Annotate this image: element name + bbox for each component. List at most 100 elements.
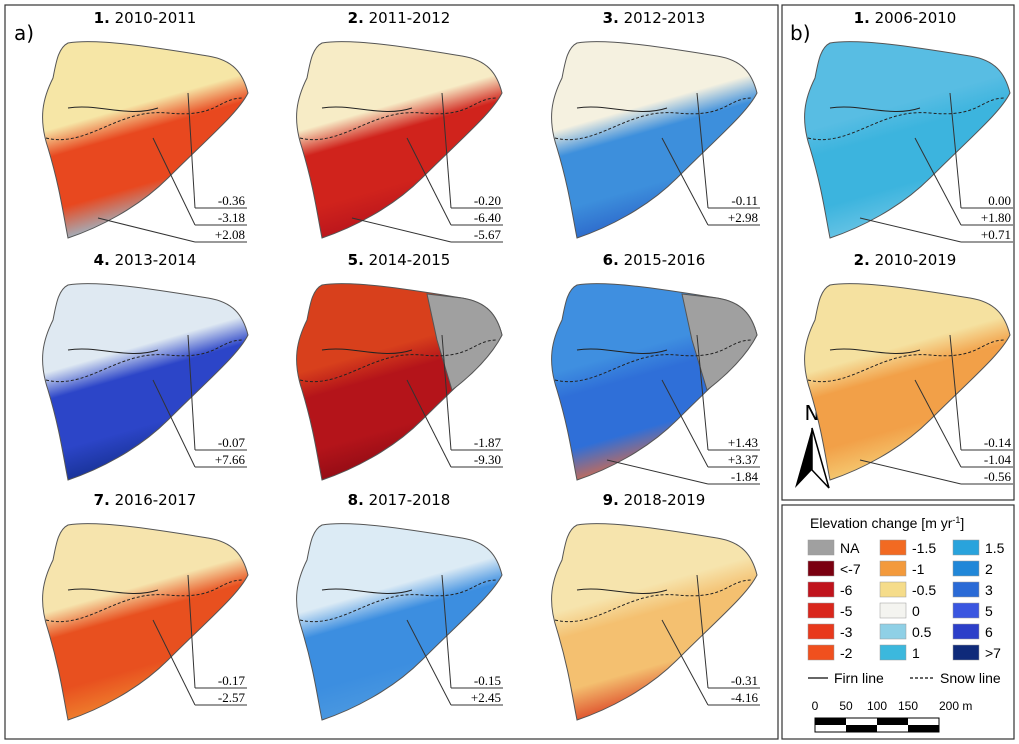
map-period: 2006-2010	[875, 9, 957, 27]
map-period: 2013-2014	[115, 251, 197, 269]
legend-title-sup: -1	[952, 515, 960, 525]
snow-line-label: Snow line	[940, 670, 1001, 686]
map-title: 8. 2017-2018	[348, 491, 451, 509]
map-period: 2017-2018	[369, 491, 451, 509]
map-title: 2. 2011-2012	[348, 9, 451, 27]
leader-line	[352, 218, 451, 242]
value-label: -2.57	[218, 690, 246, 705]
glacier	[43, 284, 248, 480]
panel-label: b)	[790, 21, 811, 45]
value-label: +1.80	[981, 210, 1011, 225]
legend-label: -2	[840, 645, 853, 661]
map-number: 6.	[603, 251, 619, 269]
legend-label: 0	[912, 603, 920, 619]
map-number: 1.	[94, 9, 110, 27]
legend-label: -1	[912, 561, 925, 577]
leader-line	[860, 460, 961, 484]
glacier	[297, 42, 502, 238]
map-number: 3.	[603, 9, 619, 27]
legend-label: -0.5	[912, 582, 936, 598]
map-title: 9. 2018-2019	[603, 491, 706, 509]
legend-label: 6	[985, 624, 993, 640]
legend-label: -1.5	[912, 540, 936, 556]
legend-swatch	[953, 540, 979, 555]
map-number: 5.	[348, 251, 364, 269]
glacier	[805, 42, 1010, 238]
glacier	[552, 42, 757, 238]
value-label: -0.11	[731, 193, 758, 208]
map-title: 5. 2014-2015	[348, 251, 451, 269]
value-label: -0.17	[218, 673, 246, 688]
value-label: 0.00	[988, 193, 1011, 208]
map-number: 4.	[94, 251, 110, 269]
legend-label: >7	[985, 645, 1001, 661]
map-title: 6. 2015-2016	[603, 251, 706, 269]
value-label: -1.87	[474, 435, 502, 450]
glacier	[43, 42, 248, 238]
legend-title-end: ]	[960, 515, 964, 531]
map-number: 2.	[348, 9, 364, 27]
legend-swatch	[880, 645, 906, 660]
map-title: 1. 2010-2011	[94, 9, 197, 27]
leader-line	[607, 460, 708, 484]
value-label: -1.04	[984, 452, 1012, 467]
map-period: 2018-2019	[624, 491, 706, 509]
value-label: -0.15	[474, 673, 501, 688]
legend-label: 5	[985, 603, 993, 619]
map-title: 4. 2013-2014	[94, 251, 197, 269]
legend-label: 1.5	[985, 540, 1005, 556]
legend-label: NA	[840, 540, 860, 556]
legend-swatch	[808, 582, 834, 597]
value-label: -0.56	[984, 469, 1012, 484]
legend-label: 0.5	[912, 624, 932, 640]
legend-swatch	[808, 603, 834, 618]
scale-label: 50	[839, 699, 853, 713]
panel-label: a)	[14, 21, 34, 45]
map-number: 7.	[94, 491, 110, 509]
figure: a) b) N Elevation change [m yr-1] Firn l…	[0, 0, 1019, 744]
legend-label: -6	[840, 582, 853, 598]
map-number: 8.	[348, 491, 364, 509]
legend-swatch	[953, 582, 979, 597]
map-number: 2.	[854, 251, 870, 269]
legend-swatch	[880, 624, 906, 639]
value-label: +2.08	[215, 227, 245, 242]
legend-label: 2	[985, 561, 993, 577]
legend-swatch	[808, 561, 834, 576]
map-period: 2010-2011	[115, 9, 197, 27]
map-period: 2015-2016	[624, 251, 706, 269]
legend-label: <-7	[840, 561, 861, 577]
value-label: -0.31	[731, 673, 758, 688]
value-label: -0.20	[474, 193, 501, 208]
glacier	[805, 284, 1010, 480]
value-label: -5.67	[474, 227, 502, 242]
map-title: 1. 2006-2010	[854, 9, 957, 27]
value-label: +1.43	[728, 435, 758, 450]
legend-swatch	[808, 645, 834, 660]
map-period: 2014-2015	[369, 251, 451, 269]
legend-swatch	[808, 624, 834, 639]
map-period: 2010-2019	[875, 251, 957, 269]
map-period: 2016-2017	[115, 491, 197, 509]
map-title: 2. 2010-2019	[854, 251, 957, 269]
legend-swatch	[953, 561, 979, 576]
map-number: 1.	[854, 9, 870, 27]
scale-label: 200 m	[939, 699, 972, 713]
value-label: +3.37	[728, 452, 759, 467]
map-period: 2011-2012	[369, 9, 451, 27]
value-label: -0.14	[984, 435, 1012, 450]
value-label: -0.36	[218, 193, 246, 208]
legend-swatch	[880, 561, 906, 576]
page: {"panel_a": {"label": "a)", "maps": [ {"…	[0, 0, 1019, 744]
scale-bar	[815, 718, 939, 732]
value-label: +2.45	[471, 690, 501, 705]
legend-swatch	[880, 540, 906, 555]
value-label: +7.66	[215, 452, 246, 467]
legend-label: -3	[840, 624, 853, 640]
value-label: -6.40	[474, 210, 501, 225]
scale-label: 0	[812, 699, 819, 713]
value-label: -4.16	[731, 690, 759, 705]
map-title: 3. 2012-2013	[603, 9, 706, 27]
legend-label: 1	[912, 645, 920, 661]
legend-label: -5	[840, 603, 853, 619]
